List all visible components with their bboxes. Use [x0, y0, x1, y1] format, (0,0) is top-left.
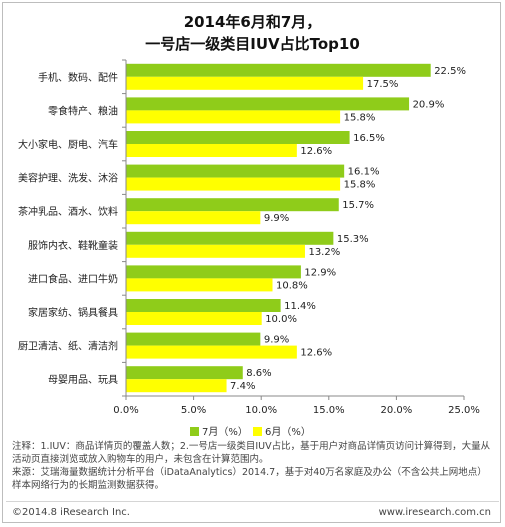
notes-line1: 注释：1.IUV：商品详情页的覆盖人数；2.一号店一级类目IUV占比，基于用户对… [12, 441, 491, 465]
bar-jun [126, 177, 341, 191]
bar-jun [126, 379, 227, 393]
x-tick-label: 5.0% [181, 405, 206, 416]
data-label-jun: 10.8% [276, 280, 308, 291]
data-label-jul: 22.5% [434, 66, 466, 77]
data-label-jun: 17.5% [367, 79, 399, 90]
bar-jun [126, 345, 297, 359]
data-label-jun: 7.4% [230, 381, 255, 392]
x-tick-label: 25.0% [448, 405, 480, 416]
bar-jun [126, 144, 297, 157]
data-label-jul: 16.5% [353, 133, 385, 144]
x-tick-label: 15.0% [313, 405, 345, 416]
data-label-jun: 13.2% [308, 247, 340, 258]
category-label: 大小家电、厨电、汽车 [18, 138, 118, 151]
x-tick-label: 0.0% [113, 405, 138, 416]
data-label-jun: 12.6% [300, 146, 332, 157]
category-label: 母婴用品、玩具 [48, 374, 118, 386]
x-tick-label: 20.0% [381, 405, 413, 416]
bar-chart: 0.0% 5.0% 10.0% 15.0% 20.0% 25.0% 手机、数码、配件 22.5… [18, 59, 480, 416]
data-label-jul: 20.9% [413, 99, 445, 110]
category-label: 零食特产、粮油 [48, 104, 118, 117]
category-label: 茶冲乳品、酒水、饮料 [18, 205, 118, 218]
bar-jul [126, 332, 261, 346]
bar-jul [126, 231, 334, 245]
bar-jul [126, 97, 410, 111]
bar-jul [126, 299, 281, 312]
category-label: 美容护理、洗发、沐浴 [18, 172, 118, 185]
data-label-jun: 15.8% [344, 180, 376, 191]
data-label-jun: 10.0% [265, 314, 297, 325]
bar-jul [126, 131, 350, 144]
footer-divider [6, 501, 499, 502]
chart-title-line1: 2014年6月和7月， [183, 13, 322, 31]
legend-item-jul: 7月（%） [190, 423, 248, 438]
data-label-jul: 16.1% [348, 167, 380, 178]
legend-swatch-jul [190, 427, 199, 436]
data-label-jul: 15.3% [337, 234, 369, 245]
bar-jun [126, 278, 273, 292]
chart-title-line2: 一号店一级类目IUV占比Top10 [145, 35, 360, 53]
notes: 注释：1.IUV：商品详情页的覆盖人数；2.一号店一级类目IUV占比，基于用户对… [12, 440, 494, 492]
data-label-jul: 8.6% [246, 368, 271, 379]
data-label-jun: 9.9% [264, 213, 289, 224]
x-tick-label: 10.0% [245, 405, 277, 416]
data-label-jul: 9.9% [264, 335, 289, 346]
bar-jul [126, 198, 339, 212]
category-label: 手机、数码、配件 [38, 71, 118, 84]
bar-jul [126, 265, 301, 279]
legend-swatch-jun [253, 427, 262, 436]
legend-label-jul: 7月（%） [202, 427, 248, 438]
notes-line2: 来源：艾瑞海量数据统计分析平台（iDataAnalytics）2014.7，基于… [12, 467, 487, 491]
data-label-jun: 15.8% [344, 112, 376, 123]
data-label-jul: 15.7% [342, 200, 374, 211]
data-label-jul: 11.4% [284, 301, 316, 312]
category-label: 家居家纺、锅具餐具 [28, 306, 118, 319]
bar-jun [126, 312, 262, 325]
footer-copyright: ©2014.8 iResearch Inc. [12, 507, 130, 518]
category-label: 厨卫清洁、纸、清洁剂 [18, 340, 118, 353]
category-label: 进口食品、进口牛奶 [28, 272, 118, 285]
bar-jun [126, 110, 341, 124]
bar-jun [126, 244, 305, 258]
category-label: 服饰内衣、鞋靴童装 [28, 239, 118, 252]
bar-jun [126, 211, 261, 225]
data-label-jun: 12.6% [300, 348, 332, 359]
bar-jul [126, 366, 243, 380]
bar-jul [126, 63, 431, 77]
footer-website: www.iresearch.com.cn [378, 507, 491, 518]
legend-item-jun: 6月（%） [253, 423, 311, 438]
bar-jul [126, 164, 345, 178]
bar-jun [126, 76, 364, 90]
data-label-jul: 12.9% [304, 267, 336, 278]
legend-label-jun: 6月（%） [265, 427, 311, 438]
